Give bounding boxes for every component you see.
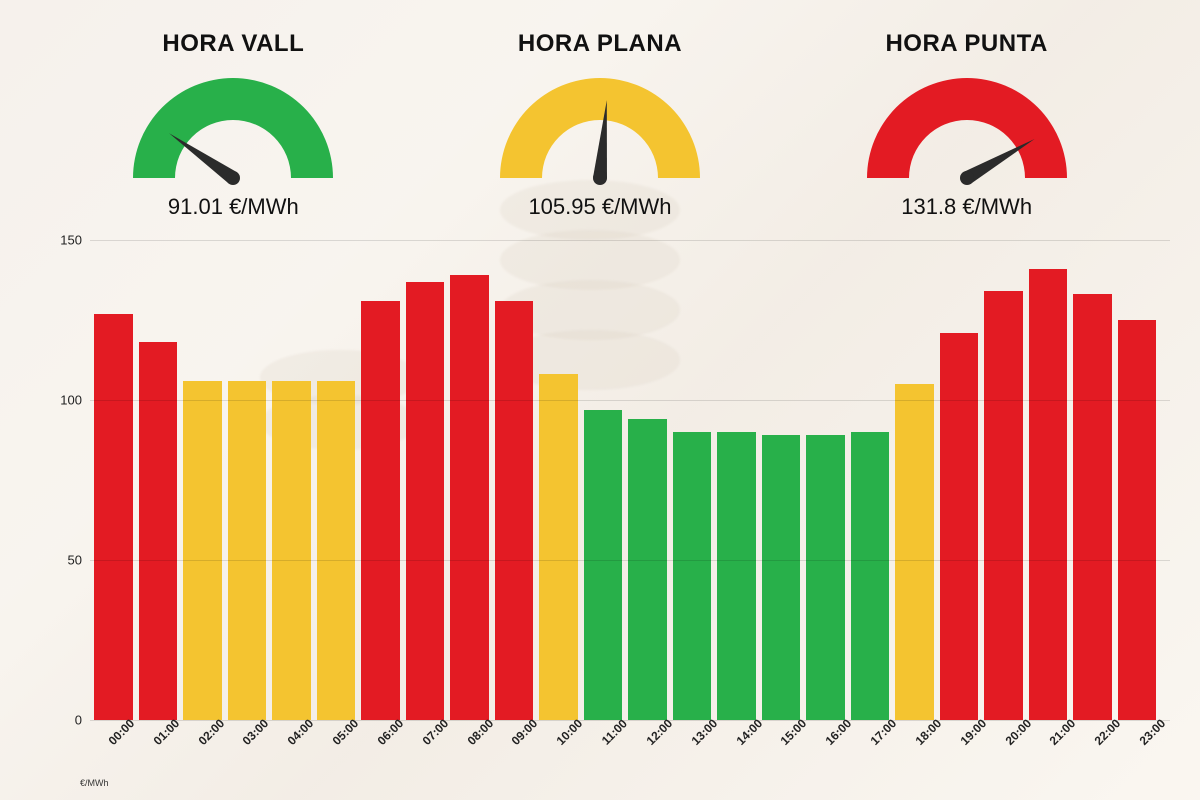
gauge-title: HORA VALL [162, 30, 304, 58]
gauge-title: HORA PLANA [518, 30, 682, 58]
chart-bar [272, 381, 311, 720]
chart-bar [940, 333, 979, 720]
chart-bars [90, 240, 1160, 720]
chart-bar [361, 301, 400, 720]
chart-ytick-label: 0 [75, 713, 82, 728]
page: HORA VALL 91.01 €/MWh HORA PLANA 105.95 €/M… [0, 0, 1200, 800]
chart-bar [717, 432, 756, 720]
chart-bar [673, 432, 712, 720]
chart-bar [183, 381, 222, 720]
chart-gridline [90, 400, 1170, 401]
gauge-plana: HORA PLANA 105.95 €/MWh [450, 30, 750, 220]
chart-bar [851, 432, 890, 720]
gauge-value: 105.95 €/MWh [528, 194, 671, 220]
chart-bar [628, 419, 667, 720]
gauge-dial-icon [857, 66, 1077, 186]
chart-bar [806, 435, 845, 720]
chart-bar [450, 275, 489, 720]
gauge-dial-icon [123, 66, 343, 186]
chart-bar [539, 374, 578, 720]
gauge-vall: HORA VALL 91.01 €/MWh [83, 30, 383, 220]
gauge-punta: HORA PUNTA 131.8 €/MWh [817, 30, 1117, 220]
gauge-title: HORA PUNTA [885, 30, 1047, 58]
chart-y-axis: 050100150 [30, 240, 90, 720]
chart-ytick-label: 100 [60, 392, 82, 407]
chart-bar [317, 381, 356, 720]
chart-plot-area [90, 240, 1170, 720]
chart-gridline [90, 240, 1170, 241]
chart-bar [584, 410, 623, 720]
chart-bar [406, 282, 445, 720]
chart-bar [228, 381, 267, 720]
chart-bar [94, 314, 133, 720]
chart-bar [984, 291, 1023, 720]
chart-bar [895, 384, 934, 720]
gauge-value: 91.01 €/MWh [168, 194, 299, 220]
chart-bar [495, 301, 534, 720]
chart-bar [1073, 294, 1112, 720]
gauges-row: HORA VALL 91.01 €/MWh HORA PLANA 105.95 €/M… [30, 20, 1170, 230]
chart-gridline [90, 560, 1170, 561]
hourly-price-chart: 0 50 100 150 00:0001:0002:0003:0004:0005:00… [30, 230, 1170, 770]
chart-ytick-label: 150 [60, 233, 82, 248]
gauge-dial-icon [490, 66, 710, 186]
chart-bar [1029, 269, 1068, 720]
chart-x-axis: 00:0001:0002:0003:0004:0005:0006:0007:00… [30, 720, 1170, 770]
chart-bar [762, 435, 801, 720]
chart-y-label: €/MWh [80, 778, 109, 788]
chart-ytick-label: 50 [68, 552, 82, 567]
gauge-value: 131.8 €/MWh [901, 194, 1032, 220]
chart-bar [1118, 320, 1157, 720]
